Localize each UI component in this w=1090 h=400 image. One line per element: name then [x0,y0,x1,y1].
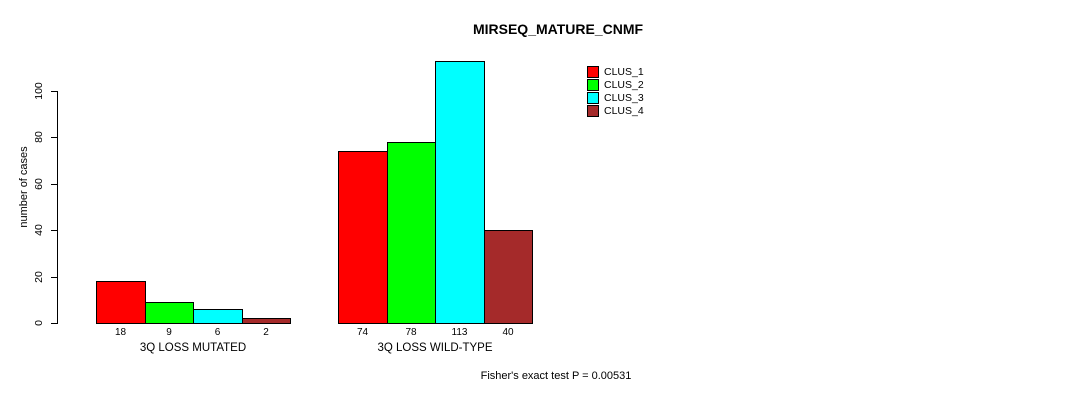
bar-clus_4-1 [242,318,291,324]
group-label: 3Q LOSS WILD-TYPE [377,342,493,354]
y-tick-label: 0 [33,320,45,326]
y-axis-line [57,91,58,324]
legend-swatch-clus_4 [587,104,599,117]
y-tick-label: 40 [33,224,45,236]
group-label: 3Q LOSS MUTATED [139,342,247,354]
legend: CLUS_1 CLUS_2 CLUS_3 CLUS_4 [587,65,644,117]
legend-label: CLUS_1 [604,65,644,78]
bar-clus_1-1 [96,281,146,324]
bar-clus_4-2 [484,230,533,324]
y-axis-tick [51,91,57,92]
y-axis-tick [51,230,57,231]
bar-value-label: 9 [166,327,172,338]
bar-value-label: 40 [502,327,514,338]
legend-row: CLUS_1 [587,65,644,78]
legend-row: CLUS_3 [587,91,644,104]
y-axis-tick [51,277,57,278]
legend-row: CLUS_2 [587,78,644,91]
y-axis-tick [51,323,57,324]
bar-value-label: 6 [214,327,221,338]
legend-swatch-clus_3 [587,91,599,104]
y-axis-tick [51,184,57,185]
legend-label: CLUS_2 [604,78,644,91]
bar-clus_2-1 [145,302,194,324]
bar-value-label: 18 [114,327,127,338]
bar-value-label: 78 [405,327,417,338]
chart-title: MIRSEQ_MATURE_CNMF [472,21,644,37]
y-tick-label: 100 [33,82,45,100]
bar-value-label: 113 [451,327,468,338]
bar-value-label: 2 [263,327,269,338]
legend-swatch-clus_2 [587,78,599,91]
bar-clus_2-2 [387,142,436,324]
y-tick-label: 20 [33,271,45,283]
bar-clus_3-1 [193,309,243,324]
bar-clus_3-2 [435,61,485,324]
bar-value-label: 74 [356,327,369,338]
y-tick-label: 80 [33,131,45,143]
fisher-test-annotation: Fisher's exact test P = 0.00531 [480,370,632,382]
y-tick-label: 60 [33,178,45,190]
legend-swatch-clus_1 [587,65,599,78]
legend-label: CLUS_3 [604,91,644,104]
bar-clus_1-2 [338,151,388,324]
y-axis-title: number of cases [18,146,30,228]
legend-label: CLUS_4 [604,104,644,117]
legend-row: CLUS_4 [587,104,644,117]
y-axis-tick [51,137,57,138]
